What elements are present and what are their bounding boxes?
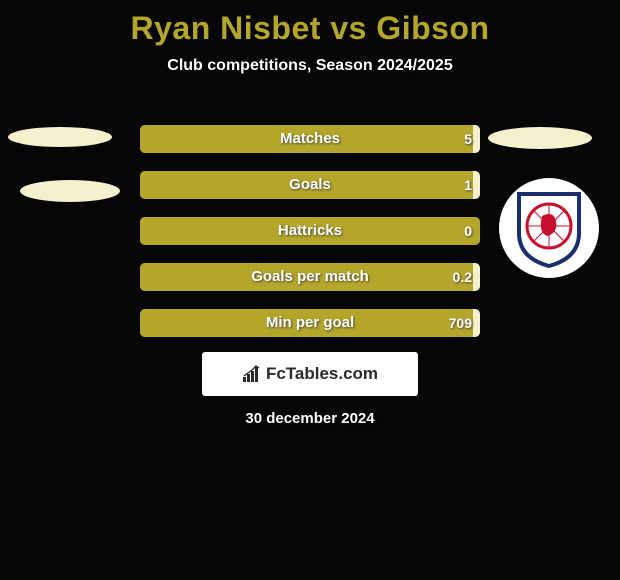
footer-date: 30 december 2024 (0, 410, 620, 427)
player-left-shape (20, 180, 120, 202)
stat-label: Goals (140, 171, 480, 199)
stat-row: Min per goal709 (140, 309, 480, 337)
stat-value-right: 0.2 (453, 263, 472, 291)
page-subtitle: Club competitions, Season 2024/2025 (0, 57, 620, 75)
logo-text: FcTables.com (266, 364, 378, 384)
stat-value-right: 1 (464, 171, 472, 199)
stat-row: Matches5 (140, 125, 480, 153)
fctables-logo: FcTables.com (202, 352, 418, 396)
page-title: Ryan Nisbet vs Gibson (0, 0, 620, 47)
stat-row: Goals1 (140, 171, 480, 199)
stat-label: Hattricks (140, 217, 480, 245)
stat-row: Goals per match0.2 (140, 263, 480, 291)
stat-value-right: 5 (464, 125, 472, 153)
stat-label: Matches (140, 125, 480, 153)
stat-value-right: 0 (464, 217, 472, 245)
bar-chart-icon (242, 365, 262, 383)
stat-label: Min per goal (140, 309, 480, 337)
stat-value-right: 709 (449, 309, 472, 337)
stats-container: Matches5Goals1Hattricks0Goals per match0… (140, 125, 480, 355)
player-right-shape (488, 127, 592, 149)
stat-row: Hattricks0 (140, 217, 480, 245)
stat-label: Goals per match (140, 263, 480, 291)
raith-rovers-badge (499, 178, 599, 278)
player-left-shape (8, 127, 112, 147)
